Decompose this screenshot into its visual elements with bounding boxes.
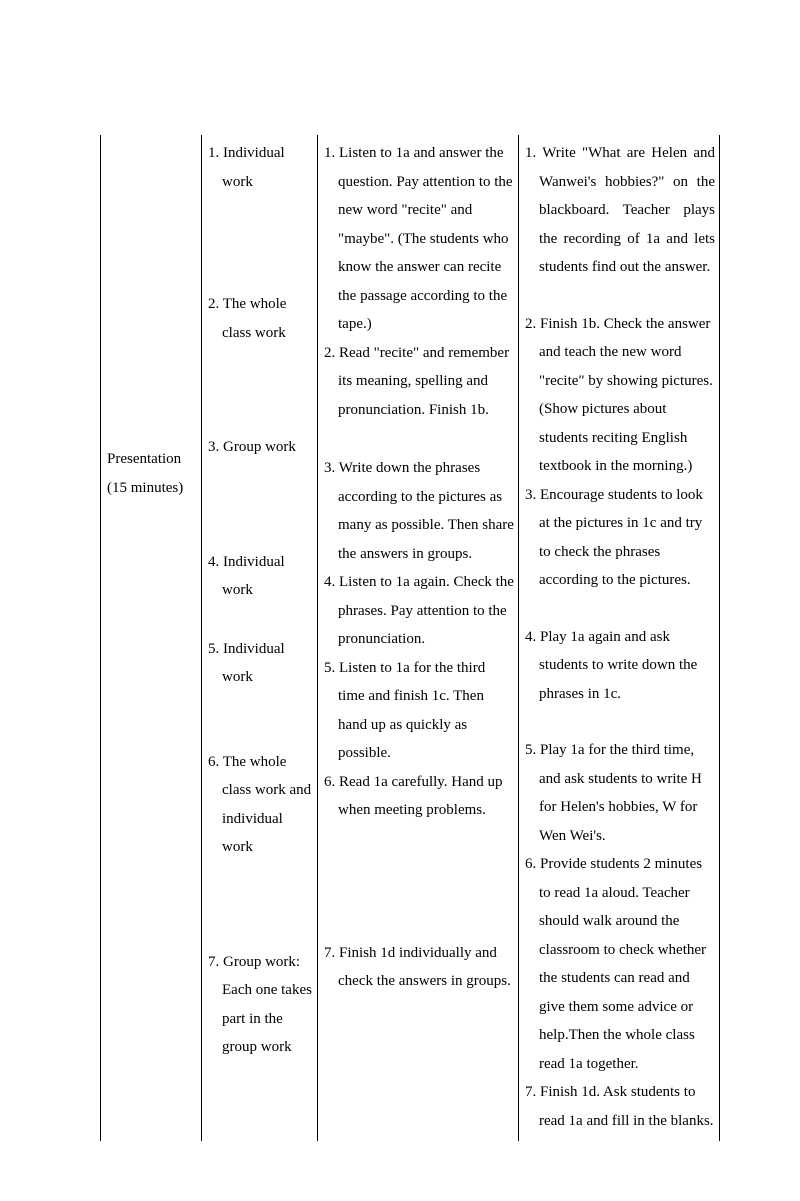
pattern-6: 6. The whole class work and individual w… (208, 748, 313, 862)
teacher-activity-cell: 1. Write "What are Helen and Wanwei's ho… (519, 135, 720, 1141)
section-title-1: Presentation (107, 451, 181, 467)
teacher-7: 7. Finish 1d. Ask students to read 1a an… (525, 1078, 715, 1135)
pattern-5: 5. Individual work (208, 635, 313, 692)
teacher-1: 1. Write "What are Helen and Wanwei's ho… (525, 139, 715, 282)
section-title-2: (15 minutes) (107, 480, 183, 496)
student-3: 3. Write down the phrases according to t… (324, 454, 514, 568)
pattern-2: 2. The whole class work (208, 290, 313, 347)
student-5: 5. Listen to 1a for the third time and f… (324, 654, 514, 768)
section-cell: Presentation (15 minutes) (101, 135, 202, 1141)
student-6: 6. Read 1a carefully. Hand up when meeti… (324, 768, 514, 825)
pattern-4: 4. Individual work (208, 548, 313, 605)
student-1: 1. Listen to 1a and answer the question.… (324, 139, 514, 339)
pattern-1: 1. Individual work (208, 139, 313, 196)
interaction-pattern-cell: 1. Individual work 2. The whole class wo… (202, 135, 318, 1141)
teacher-6: 6. Provide students 2 minutes to read 1a… (525, 850, 715, 1078)
student-activity-cell: 1. Listen to 1a and answer the question.… (318, 135, 519, 1141)
student-2: 2. Read "recite" and remember its meanin… (324, 339, 514, 425)
teacher-4: 4. Play 1a again and ask students to wri… (525, 623, 715, 709)
teacher-2: 2. Finish 1b. Check the answer and teach… (525, 310, 715, 481)
lesson-plan-table: Presentation (15 minutes) 1. Individual … (100, 135, 720, 1141)
pattern-7: 7. Group work: Each one takes part in th… (208, 948, 313, 1062)
student-7: 7. Finish 1d individually and check the … (324, 939, 514, 996)
pattern-3: 3. Group work (208, 433, 313, 462)
teacher-3: 3. Encourage students to look at the pic… (525, 481, 715, 595)
student-4: 4. Listen to 1a again. Check the phrases… (324, 568, 514, 654)
teacher-5: 5. Play 1a for the third time, and ask s… (525, 736, 715, 850)
